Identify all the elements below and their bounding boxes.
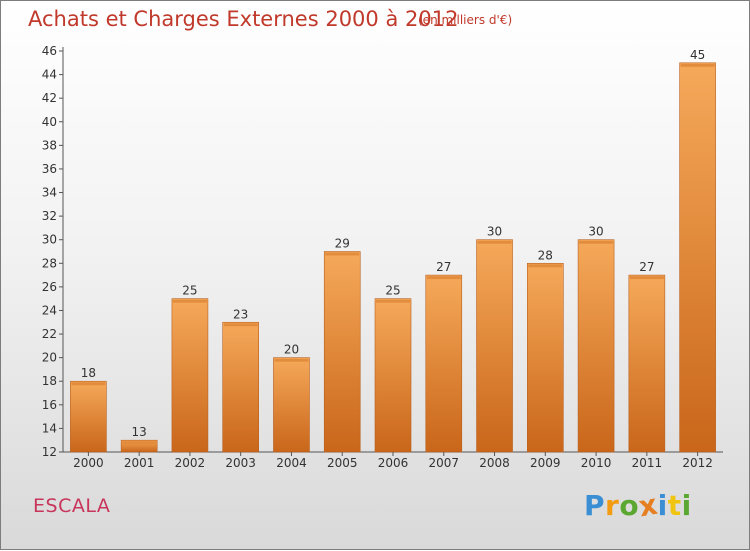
- y-tick-label: 32: [42, 209, 57, 223]
- bar-2011: [628, 274, 666, 453]
- bar-top-edge: [629, 276, 664, 280]
- bar-top-edge: [477, 240, 512, 244]
- bar-2004: [273, 357, 310, 453]
- logo-letter: t: [667, 489, 682, 522]
- x-tick-label-2004: 2004: [276, 456, 307, 470]
- logo-letter: o: [619, 489, 640, 522]
- x-tick-label-2006: 2006: [378, 456, 409, 470]
- value-label-2011: 27: [639, 260, 654, 274]
- x-tick-label-2000: 2000: [73, 456, 104, 470]
- logo-letter: i: [657, 489, 668, 522]
- bar-2006: [374, 298, 412, 453]
- value-label-2004: 20: [284, 343, 299, 357]
- bar-top-edge: [680, 63, 715, 67]
- value-label-2001: 13: [132, 425, 147, 439]
- chart-unit-note: (en milliers d'€): [418, 13, 513, 27]
- x-tick-label-2009: 2009: [530, 456, 561, 470]
- value-label-2000: 18: [81, 366, 96, 380]
- logo-letter: i: [681, 489, 692, 522]
- x-tick-label-2010: 2010: [581, 456, 612, 470]
- value-label-2009: 28: [538, 248, 553, 262]
- bar-top-edge: [579, 240, 614, 244]
- x-tick-label-2007: 2007: [428, 456, 459, 470]
- value-label-2006: 25: [385, 284, 400, 298]
- value-label-2005: 29: [335, 237, 350, 251]
- y-tick-label: 44: [42, 68, 57, 82]
- y-axis-ticks: 12 14 16 18 20 22 24 26 28 30 32 34 36 38 40 42 44 46: [42, 44, 63, 459]
- chart-title: Achats et Charges Externes 2000 à 2012: [28, 7, 459, 31]
- bar-2002: [171, 298, 209, 453]
- value-label-2012: 45: [690, 48, 705, 62]
- x-tick-label-2003: 2003: [225, 456, 256, 470]
- bar-2012: [679, 62, 716, 453]
- x-tick-label-2012: 2012: [682, 456, 713, 470]
- y-tick-label: 12: [42, 445, 57, 459]
- y-tick-label: 28: [42, 256, 57, 270]
- y-tick-label: 46: [42, 44, 57, 58]
- bar-top-edge: [426, 276, 461, 280]
- y-tick-label: 24: [42, 303, 57, 317]
- x-tick-label-2002: 2002: [175, 456, 206, 470]
- logo-letter: P: [584, 489, 606, 522]
- y-tick-label: 36: [42, 162, 57, 176]
- value-labels-group: 18 13 25 23 20 29 25 27 30 28 30 27 45: [81, 48, 706, 439]
- value-label-2007: 27: [436, 260, 451, 274]
- bar-top-edge: [274, 358, 309, 362]
- bar-top-edge: [376, 299, 410, 303]
- y-tick-label: 16: [42, 398, 57, 412]
- bar-top-edge: [528, 264, 563, 268]
- x-axis-ticks: 2000 2001 2002 2003 2004 2005 2006 2007 2008 2009…: [73, 452, 713, 470]
- proxiti-logo: Proxiti: [584, 488, 692, 524]
- commune-name: ESCALA: [33, 495, 111, 517]
- bar-top-edge: [223, 323, 258, 327]
- bar-2005: [323, 251, 361, 453]
- y-tick-label: 26: [42, 280, 57, 294]
- bar-top-edge: [122, 441, 157, 445]
- bar-2008: [476, 239, 513, 453]
- y-tick-label: 30: [42, 233, 57, 247]
- value-label-2002: 25: [182, 284, 197, 298]
- y-tick-label: 20: [42, 351, 57, 365]
- bar-2003: [222, 321, 259, 453]
- y-tick-label: 14: [42, 421, 57, 435]
- y-tick-label: 38: [42, 138, 57, 152]
- x-tick-label-2005: 2005: [327, 456, 358, 470]
- y-tick-label: 40: [42, 115, 57, 129]
- bar-2010: [577, 239, 615, 453]
- value-label-2008: 30: [487, 225, 502, 239]
- bar-2009: [527, 262, 564, 453]
- bar-top-edge: [172, 299, 207, 303]
- y-tick-label: 34: [42, 186, 57, 200]
- value-label-2010: 30: [588, 225, 603, 239]
- value-label-2003: 23: [233, 307, 248, 321]
- bars-group: [70, 62, 716, 453]
- bar-top-edge: [71, 382, 106, 386]
- bar-2000: [70, 380, 107, 453]
- y-tick-label: 22: [42, 327, 57, 341]
- bar-2007: [425, 274, 463, 453]
- x-tick-label-2008: 2008: [479, 456, 510, 470]
- x-tick-label-2001: 2001: [124, 456, 155, 470]
- logo-letter: r: [605, 489, 620, 522]
- x-tick-label-2011: 2011: [632, 456, 663, 470]
- bar-top-edge: [325, 252, 360, 256]
- y-tick-label: 42: [42, 91, 57, 105]
- y-tick-label: 18: [42, 374, 57, 388]
